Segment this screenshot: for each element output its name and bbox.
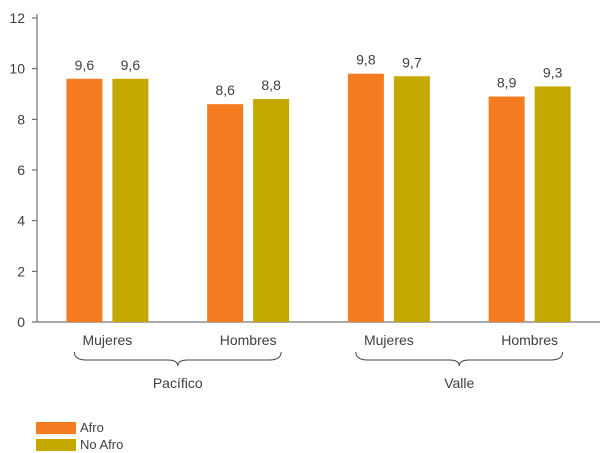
category-labels: Mujeres Hombres Mujeres Hombres [82, 332, 558, 348]
data-label: 9,8 [356, 52, 376, 68]
data-label: 9,3 [543, 64, 563, 80]
legend-label-no-afro: No Afro [80, 437, 124, 452]
data-label: 8,8 [261, 77, 281, 93]
y-axis-ticks: 0 2 4 6 8 10 12 [9, 10, 37, 330]
group-label: Valle [444, 375, 474, 391]
category-label: Mujeres [364, 332, 414, 348]
bar-afro-3 [488, 96, 525, 323]
bar-no-afro-2 [393, 76, 430, 323]
legend-swatch-no-afro [36, 438, 76, 451]
legend-item-afro: Afro [36, 419, 123, 436]
legend-label-afro: Afro [80, 420, 104, 435]
data-label: 8,9 [497, 75, 517, 91]
bar-afro-0 [66, 78, 103, 322]
category-label: Mujeres [82, 332, 132, 348]
category-label: Hombres [501, 332, 558, 348]
data-label: 9,6 [121, 57, 141, 73]
y-tick-label: 8 [17, 111, 25, 127]
data-labels: 9,6 9,6 8,6 8,8 9,8 9,7 8,9 9,3 [75, 52, 563, 98]
group-labels: Pacífico Valle [73, 351, 564, 391]
legend-item-no-afro: No Afro [36, 436, 123, 453]
bar-chart: 0 2 4 6 8 10 12 9,6 9,6 8,6 8,8 9,8 9,7 8,9 9,3 Mujer… [9, 10, 600, 391]
bar-no-afro-1 [253, 99, 290, 322]
data-label: 9,6 [75, 57, 95, 73]
y-tick-label: 2 [17, 263, 25, 279]
y-tick-label: 4 [17, 213, 25, 229]
bar-no-afro-0 [112, 78, 149, 322]
bar-no-afro-3 [534, 86, 571, 323]
group-brace [73, 351, 282, 367]
bars [66, 73, 571, 323]
legend: Afro No Afro [36, 419, 123, 453]
bar-afro-1 [207, 104, 244, 322]
data-label: 8,6 [215, 82, 235, 98]
group-label: Pacífico [153, 375, 203, 391]
y-tick-label: 10 [9, 61, 25, 77]
bar-afro-2 [347, 73, 384, 322]
legend-swatch-afro [36, 421, 76, 434]
data-label: 9,7 [402, 54, 422, 70]
y-tick-label: 6 [17, 162, 25, 178]
y-tick-label: 0 [17, 314, 25, 330]
group-brace [355, 351, 564, 367]
y-tick-label: 12 [9, 10, 25, 26]
category-label: Hombres [220, 332, 277, 348]
